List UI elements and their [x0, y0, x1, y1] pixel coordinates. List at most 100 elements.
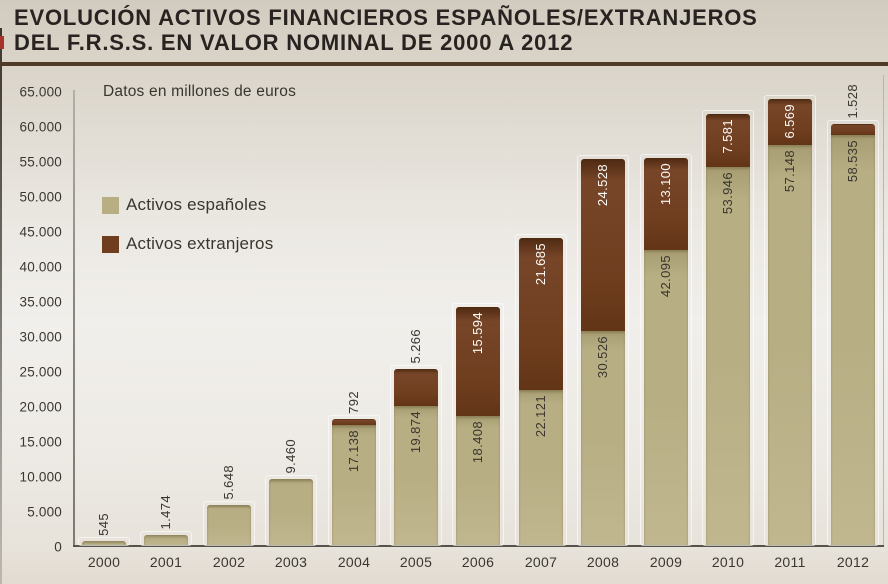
bar-stack-2008: 24.528 30.526 [577, 155, 629, 546]
bar-segment-espanoles-2006: 18.408 [456, 416, 500, 545]
page-edge-strip [0, 28, 2, 584]
bar-segment-espanoles-2000 [82, 541, 126, 545]
bar-value-label: 18.408 [470, 421, 485, 464]
y-tick-60.000: 60.000 [19, 119, 62, 135]
bar-stack-2000: 545 [78, 513, 130, 546]
bar-stack-2012: 58.535 1.528 [827, 84, 879, 546]
x-label-2003: 2003 [274, 554, 308, 570]
bar-segment-espanoles-2002 [207, 505, 251, 545]
bar-value-label: 57.148 [782, 150, 797, 193]
bar-value-label: 53.946 [720, 172, 735, 215]
bar-segment-extranjeros-2007: 21.685 [519, 238, 563, 390]
bar-value-label: 1.528 [845, 84, 860, 119]
title-divider-rule [0, 62, 888, 66]
y-tick-45.000: 45.000 [19, 224, 62, 240]
bar-segment-extranjeros-2008: 24.528 [581, 159, 625, 331]
x-label-2007: 2007 [524, 554, 558, 570]
bar-segment-espanoles-2012: 58.535 [831, 135, 875, 545]
bar-segment-espanoles-2008: 30.526 [581, 331, 625, 545]
bar-segment-espanoles-2011: 57.148 [768, 145, 812, 545]
bar-segment-espanoles-2005: 19.874 [394, 406, 438, 545]
plot-area: Datos en millones de euros Activos españ… [20, 75, 884, 570]
y-tick-40.000: 40.000 [19, 259, 62, 275]
bar-segment-extranjeros-2010: 7.581 [706, 114, 750, 167]
legend-item-activos-extranjeros: Activos extranjeros [102, 234, 273, 254]
y-tick-35.000: 35.000 [19, 294, 62, 310]
bar-value-label: 5.648 [221, 465, 236, 500]
bar-value-label: 5.266 [408, 329, 423, 364]
x-label-2005: 2005 [399, 554, 433, 570]
bar-value-label: 22.121 [533, 395, 548, 438]
bar-segment-extranjeros-2004 [332, 419, 376, 425]
bar-value-label: 15.594 [470, 312, 485, 355]
y-tick-0: 0 [54, 539, 62, 555]
bar-value-label: 7.581 [720, 119, 735, 154]
bar-value-label: 9.460 [283, 439, 298, 474]
bar-stack-2004: 17.138 792 [328, 391, 380, 546]
bar-segment-espanoles-2007: 22.121 [519, 390, 563, 545]
chart-title-line1: EVOLUCIÓN ACTIVOS FINANCIEROS ESPAÑOLES/… [14, 5, 758, 30]
bar-stack-2002: 5.648 [203, 465, 255, 546]
bar-value-label: 30.526 [595, 336, 610, 379]
x-label-2008: 2008 [586, 554, 620, 570]
bar-stack-2003: 9.460 [265, 439, 317, 546]
bar-segment-espanoles-2001 [144, 535, 188, 545]
plot-right-border [883, 75, 884, 545]
bar-stack-2005: 19.874 5.266 [390, 329, 442, 546]
bar-segment-espanoles-2009: 42.095 [644, 250, 688, 545]
y-tick-15.000: 15.000 [19, 434, 62, 450]
legend-label-espanoles: Activos españoles [126, 195, 267, 214]
y-tick-10.000: 10.000 [19, 469, 62, 485]
bar-stack-2010: 7.581 53.946 [702, 110, 754, 546]
bar-segment-extranjeros-2009: 13.100 [644, 158, 688, 250]
x-label-2004: 2004 [337, 554, 371, 570]
legend-swatch-espanoles [102, 196, 119, 214]
bar-value-label: 42.095 [658, 255, 673, 298]
x-label-2002: 2002 [212, 554, 246, 570]
bar-segment-espanoles-2003 [269, 479, 313, 545]
y-tick-20.000: 20.000 [19, 399, 62, 415]
bar-stack-2006: 15.594 18.408 [452, 303, 504, 546]
x-label-2006: 2006 [461, 554, 495, 570]
bar-value-label: 24.528 [595, 164, 610, 207]
bar-stack-2001: 1.474 [140, 495, 192, 546]
bar-value-label: 545 [96, 513, 111, 536]
bar-value-label: 6.569 [782, 104, 797, 139]
chart-subtitle: Datos en millones de euros [103, 83, 297, 100]
y-tick-25.000: 25.000 [19, 364, 62, 380]
bar-value-label: 21.685 [533, 243, 548, 286]
chart-title-line2: DEL F.R.S.S. EN VALOR NOMINAL DE 2000 A … [14, 29, 574, 55]
legend-label-extranjeros: Activos extranjeros [126, 234, 274, 253]
bar-value-label: 13.100 [658, 163, 673, 206]
y-tick-5.000: 5.000 [27, 504, 62, 520]
bar-segment-espanoles-2010: 53.946 [706, 167, 750, 545]
x-label-2012: 2012 [836, 554, 870, 570]
bar-segment-extranjeros-2011: 6.569 [768, 99, 812, 145]
bar-value-label: 17.138 [346, 430, 361, 473]
y-tick-65.000: 65.000 [19, 84, 62, 100]
x-label-2000: 2000 [87, 554, 121, 570]
page-edge-red-notch [0, 36, 4, 49]
bar-value-label: 1.474 [158, 495, 173, 530]
bar-stack-2011: 6.569 57.148 [764, 95, 816, 546]
legend-item-activos-espanoles: Activos españoles [102, 195, 266, 215]
bar-value-label: 58.535 [845, 140, 860, 183]
chart-title: EVOLUCIÓN ACTIVOS FINANCIEROS ESPAÑOLES/… [14, 5, 758, 55]
y-tick-30.000: 30.000 [19, 329, 62, 345]
x-label-2009: 2009 [649, 554, 683, 570]
legend-swatch-extranjeros [102, 235, 119, 253]
y-axis-line [73, 90, 75, 545]
bar-segment-espanoles-2004: 17.138 [332, 425, 376, 545]
bar-segment-extranjeros-2005 [394, 369, 438, 406]
bar-segment-extranjeros-2012 [831, 124, 875, 135]
bar-value-label: 19.874 [408, 411, 423, 454]
x-label-2010: 2010 [711, 554, 745, 570]
x-label-2001: 2001 [149, 554, 183, 570]
bar-stack-2007: 21.685 22.121 [515, 234, 567, 546]
bar-value-label: 792 [346, 391, 361, 414]
x-label-2011: 2011 [774, 554, 806, 570]
y-tick-50.000: 50.000 [19, 189, 62, 205]
y-tick-55.000: 55.000 [19, 154, 62, 170]
bar-segment-extranjeros-2006: 15.594 [456, 307, 500, 416]
